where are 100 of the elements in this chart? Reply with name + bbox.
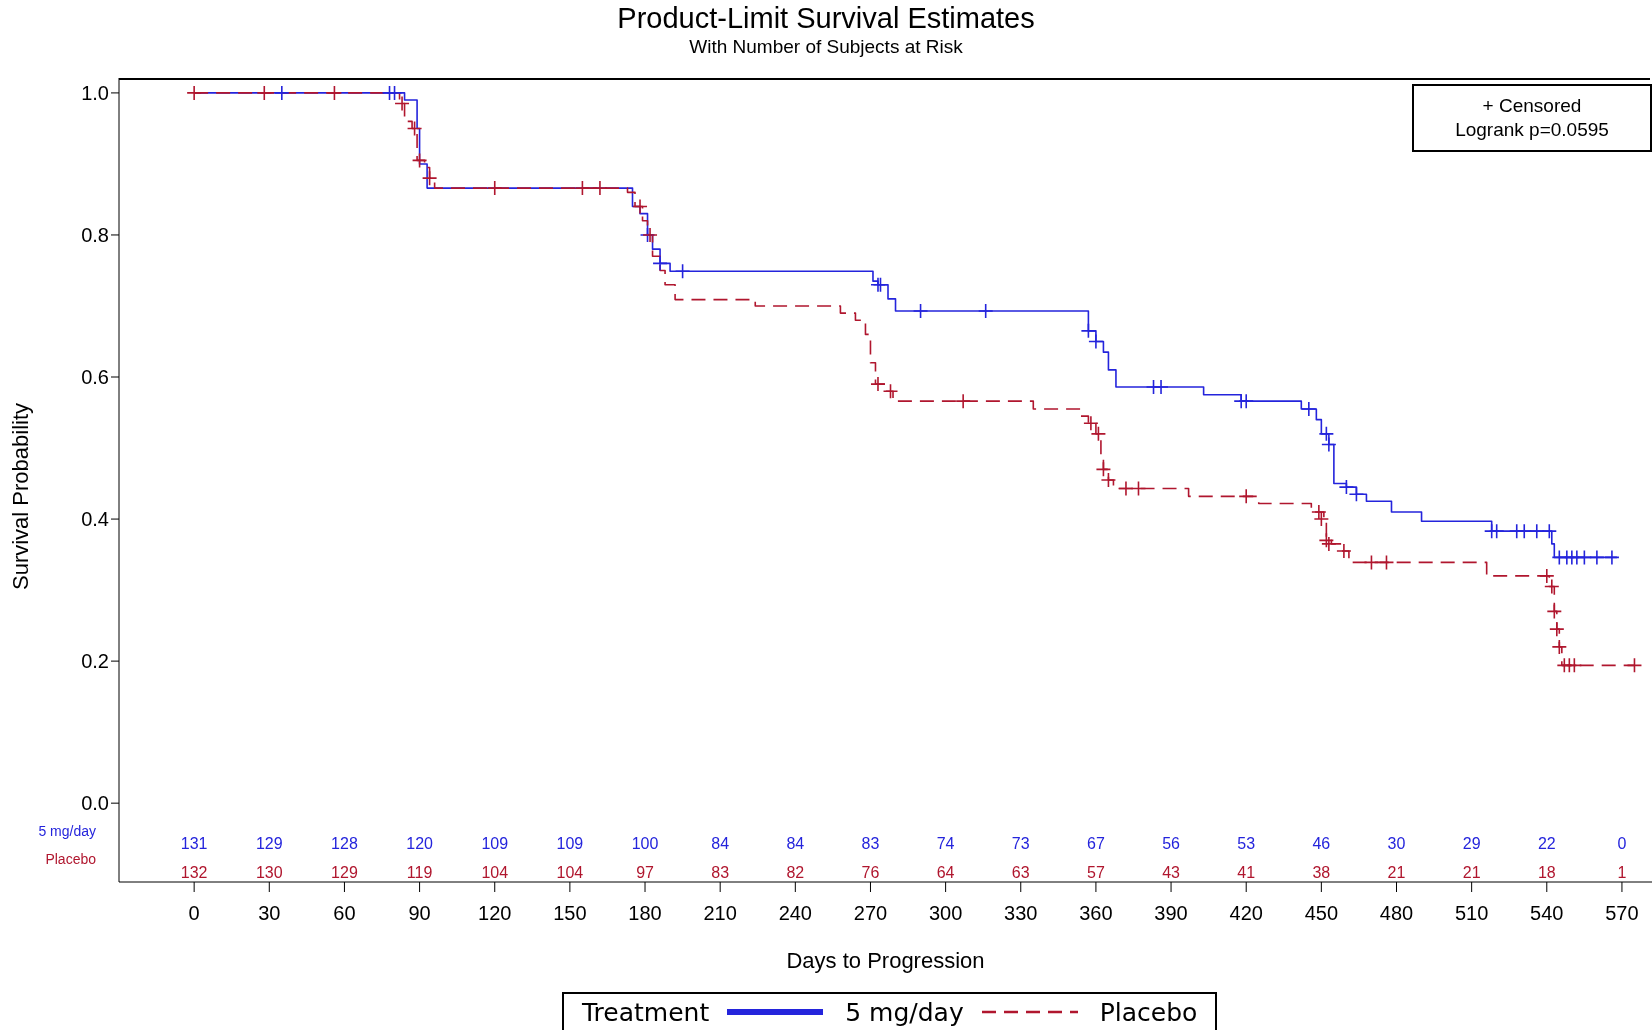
y-tick-label: 0.0	[81, 792, 109, 815]
annotation: 119	[406, 863, 433, 881]
point	[870, 377, 885, 392]
annotation: 104	[556, 863, 584, 881]
legend-label: 5 mg/day	[845, 997, 964, 1027]
annotation: 84	[786, 835, 805, 853]
annotation: 83	[711, 863, 730, 881]
x-axis-title: Days to Progression	[786, 948, 985, 973]
annotation: 53	[1237, 835, 1256, 853]
annotation: 83	[861, 835, 880, 853]
annotation: 128	[331, 835, 358, 853]
point	[1542, 524, 1557, 539]
point	[1529, 524, 1544, 539]
point	[978, 303, 993, 318]
annotation: 46	[1312, 835, 1331, 853]
point	[422, 171, 437, 186]
x-tick-label: 60	[333, 902, 356, 925]
point	[1589, 550, 1604, 565]
x-tick-label: 480	[1379, 902, 1414, 925]
annotation: 21	[1462, 863, 1481, 881]
x-tick-label: 450	[1304, 902, 1339, 925]
annotation: 30	[1387, 835, 1406, 853]
x-tick-label: 570	[1605, 902, 1639, 925]
point	[1314, 512, 1329, 527]
annotation: 109	[556, 835, 584, 853]
annotation: 29	[1462, 835, 1481, 853]
annotation: 104	[481, 863, 509, 881]
annotation: 43	[1162, 863, 1181, 881]
point	[1349, 487, 1364, 502]
text: 5 mg/day	[38, 822, 96, 839]
x-tick-label: 330	[1004, 902, 1038, 925]
annotation: 73	[1011, 835, 1030, 853]
point	[1539, 568, 1554, 583]
point	[913, 303, 928, 318]
x-tick-label: 120	[478, 902, 512, 925]
x-tick-label: 240	[778, 902, 813, 925]
annotation: 0	[1617, 835, 1627, 853]
point	[1083, 416, 1098, 431]
point	[395, 96, 410, 111]
x-tick-label: 510	[1454, 902, 1489, 925]
point	[487, 181, 502, 196]
annotation: 82	[786, 863, 805, 881]
annotation: 100	[631, 835, 659, 853]
annotation: Logrank p=0.0595	[1454, 118, 1610, 142]
point	[387, 85, 402, 100]
point	[1517, 524, 1532, 539]
annotation: 131	[180, 835, 208, 853]
annotation: 38	[1312, 863, 1331, 881]
annotation: 97	[636, 863, 655, 881]
point	[1091, 426, 1106, 441]
point	[187, 85, 202, 100]
point	[575, 181, 590, 196]
annotation: 130	[255, 863, 283, 881]
point	[1339, 480, 1354, 495]
x-tick-label: 300	[928, 902, 963, 925]
x-tick-label: 390	[1154, 902, 1188, 925]
x-tick-label: 150	[553, 902, 587, 925]
chart-subtitle: With Number of Subjects at Risk	[688, 36, 964, 58]
x-tick-label: 270	[853, 902, 888, 925]
x-tick-label: 540	[1530, 902, 1564, 925]
x-tick-label: 360	[1079, 902, 1113, 925]
point	[883, 384, 898, 399]
point	[1544, 579, 1559, 594]
annotation: 67	[1087, 835, 1105, 853]
annotation: 132	[180, 863, 208, 881]
point	[1301, 401, 1316, 416]
y-tick-label: 0.8	[81, 224, 109, 247]
note-box: + Censored Logrank p=0.0595	[1412, 84, 1652, 152]
point	[675, 264, 690, 279]
y-tick-label: 1.0	[81, 82, 109, 105]
annotation: 129	[255, 835, 283, 853]
point	[1081, 323, 1096, 338]
point	[1319, 426, 1334, 441]
annotation: 109	[481, 835, 509, 853]
point	[1552, 639, 1567, 654]
annotation: 64	[936, 863, 955, 881]
point	[653, 256, 668, 271]
point	[1088, 334, 1103, 349]
annotation: 76	[861, 863, 880, 881]
point	[1239, 394, 1254, 409]
y-tick-label: 0.2	[81, 650, 109, 673]
x-tick-label: 210	[703, 902, 737, 925]
annotation: 57	[1087, 863, 1105, 881]
point	[592, 181, 607, 196]
annotation: 18	[1537, 863, 1556, 881]
point	[327, 85, 342, 100]
x-tick-label: 30	[258, 902, 281, 925]
text: Placebo	[45, 851, 96, 868]
x-tick-label: 0	[188, 902, 200, 925]
y-axis-title: Survival Probability	[7, 402, 33, 590]
point	[1489, 524, 1504, 539]
point	[633, 199, 648, 214]
annotation: + Censored	[1481, 94, 1583, 118]
annotation: 56	[1162, 835, 1181, 853]
annotation: 41	[1237, 863, 1256, 881]
x-tick-label: 180	[628, 902, 662, 925]
annotation: 120	[406, 835, 434, 853]
annotation: 63	[1011, 863, 1030, 881]
y-tick-label: 0.6	[81, 366, 109, 389]
point	[1336, 544, 1351, 559]
